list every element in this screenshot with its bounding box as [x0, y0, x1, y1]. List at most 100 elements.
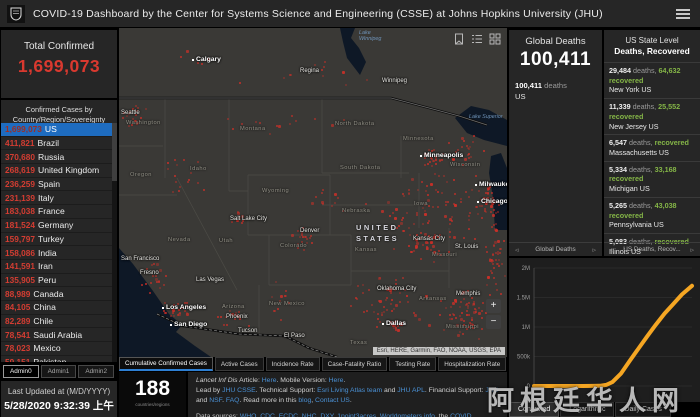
- country-row-mexico[interactable]: 78,023 Mexico: [1, 342, 112, 356]
- pager-label: US Deaths, Recov...: [623, 246, 681, 253]
- link-jhu-csse[interactable]: JHU CSSE: [222, 387, 256, 395]
- case-dot: [232, 127, 234, 130]
- case-dot: [492, 277, 495, 280]
- map-tab-active-cases[interactable]: Active Cases: [214, 357, 264, 371]
- link-jhu-apl[interactable]: JHU APL: [397, 387, 425, 395]
- case-dot: [481, 310, 484, 312]
- tab-admin0[interactable]: Admin0: [3, 364, 39, 378]
- country-row-chile[interactable]: 82,289 Chile: [1, 315, 112, 329]
- global-deaths-item[interactable]: 100,411 deaths US: [515, 81, 602, 102]
- country-row-germany[interactable]: 181,524 Germany: [1, 219, 112, 233]
- menu-icon[interactable]: [676, 9, 690, 19]
- link-ecdc[interactable]: ECDC: [278, 412, 299, 417]
- country-list-scrollbar[interactable]: [112, 123, 117, 363]
- pager-right-icon[interactable]: ▹: [690, 246, 694, 254]
- link-here[interactable]: Here: [261, 377, 277, 384]
- link-faq[interactable]: FAQ: [225, 397, 240, 405]
- link-here[interactable]: Here: [328, 377, 344, 384]
- link-esri-living-atlas-team[interactable]: Esri Living Atlas team: [317, 387, 383, 395]
- country-row-united-kingdom[interactable]: 268,619 United Kingdom: [1, 164, 112, 178]
- case-dot: [486, 193, 489, 196]
- chart-tab-daily-cases[interactable]: Daily Cases: [615, 402, 671, 417]
- link-1point3acres[interactable]: 1point3acres: [337, 412, 377, 417]
- country-row-peru[interactable]: 135,905 Peru: [1, 274, 112, 288]
- link-nhc[interactable]: NHC: [301, 412, 317, 417]
- case-dot: [486, 284, 489, 287]
- country-row-canada[interactable]: 88,989 Canada: [1, 287, 112, 301]
- map-tab-hospitalization-rate[interactable]: Hospitalization Rate: [438, 357, 507, 371]
- info-text: and: [196, 397, 210, 405]
- case-dot: [460, 311, 463, 314]
- case-dot: [465, 303, 468, 306]
- link-dxy[interactable]: DXY: [320, 412, 334, 417]
- chart-tab-logarithmic[interactable]: Logarithmic: [560, 402, 615, 417]
- case-dot: [365, 78, 368, 81]
- legend-icon[interactable]: [471, 33, 483, 45]
- country-row-turkey[interactable]: 159,797 Turkey: [1, 233, 112, 247]
- map-tab-case-fatality-ratio[interactable]: Case-Fatality Ratio: [321, 357, 388, 371]
- pager-right-icon[interactable]: ▹: [592, 246, 596, 254]
- map-tab-cumulative-confirmed-cases[interactable]: Cumulative Confirmed Cases: [119, 357, 213, 371]
- state-item-illinois-us[interactable]: 5,083 deaths, recovered Illinois US: [604, 233, 700, 256]
- chart-tab-confirmed[interactable]: Confirmed: [509, 402, 560, 417]
- us-map[interactable]: Calgary Regina Winnipeg Lake Winnipeg Lake S…: [119, 28, 507, 357]
- zoom-out-button[interactable]: −: [486, 315, 501, 329]
- country-cases-count: 135,905: [5, 274, 35, 285]
- case-dot: [395, 327, 398, 330]
- case-dot: [276, 124, 279, 127]
- country-row-spain[interactable]: 236,259 Spain: [1, 178, 112, 192]
- basemap-icon[interactable]: [489, 33, 501, 45]
- link-contact-us[interactable]: Contact US: [315, 397, 350, 405]
- link-worldometers-info[interactable]: Worldometers.info: [379, 412, 435, 417]
- info-text: and: [382, 387, 398, 395]
- global-deaths-panel: Global Deaths 100,411 100,411 deaths US …: [509, 30, 602, 256]
- state-item-michigan-us[interactable]: 5,334 deaths, 33,168 recovered Michigan US: [604, 160, 700, 197]
- country-row-saudi-arabia[interactable]: 78,541 Saudi Arabia: [1, 328, 112, 342]
- case-dot: [308, 237, 311, 240]
- case-dot: [271, 295, 274, 298]
- map-tab-testing-rate[interactable]: Testing Rate: [389, 357, 437, 371]
- case-dot: [178, 189, 181, 192]
- case-dot: [467, 215, 470, 218]
- case-dot: [186, 312, 189, 315]
- state-item-new-jersey-us[interactable]: 11,339 deaths, 25,552 recovered New Jersey…: [604, 98, 700, 134]
- country-row-pakistan[interactable]: 59,151 Pakistan: [1, 356, 112, 363]
- country-row-france[interactable]: 183,038 France: [1, 205, 112, 219]
- country-row-iran[interactable]: 141,591 Iran: [1, 260, 112, 274]
- map-label-las-vegas: Las Vegas: [196, 277, 225, 283]
- tab-admin1[interactable]: Admin1: [40, 364, 77, 378]
- case-dot: [336, 196, 339, 199]
- country-row-brazil[interactable]: 411,821 Brazil: [1, 137, 112, 151]
- country-row-italy[interactable]: 231,139 Italy: [1, 191, 112, 206]
- case-dot: [172, 309, 176, 313]
- state-item-massachusetts-us[interactable]: 6,547 deaths, recovered Massachusetts US: [604, 134, 700, 160]
- scrollbar-thumb[interactable]: [112, 123, 117, 181]
- zoom-in-button[interactable]: +: [486, 299, 501, 313]
- map-tab-incidence-rate[interactable]: Incidence Rate: [265, 357, 320, 371]
- case-dot: [321, 69, 324, 72]
- link-cdc[interactable]: CDC: [260, 412, 275, 417]
- case-dot: [429, 236, 432, 239]
- case-dot: [406, 295, 409, 298]
- state-item-pennsylvania-us[interactable]: 5,265 deaths, 43,038 recovered Pennsylvani…: [604, 196, 700, 233]
- state-item-new-york-us[interactable]: 29,484 deaths, 64,632 recovered New York U…: [604, 62, 700, 98]
- country-name: India: [38, 247, 57, 258]
- link-covid-tracking[interactable]: COVID Tracking: [450, 412, 472, 417]
- case-dot: [222, 323, 225, 326]
- bookmark-icon[interactable]: [453, 33, 465, 45]
- link-jhu[interactable]: JHU: [485, 387, 499, 395]
- pager-left-icon[interactable]: ◃: [610, 246, 614, 254]
- country-cases-count: 236,259: [5, 179, 35, 190]
- link-nsf[interactable]: NSF: [209, 397, 223, 405]
- case-dot: [491, 271, 494, 274]
- case-dot: [429, 182, 433, 186]
- country-row-russia[interactable]: 370,680 Russia: [1, 150, 112, 165]
- link-blog[interactable]: blog: [298, 397, 312, 405]
- case-dot: [122, 117, 125, 120]
- pager-left-icon[interactable]: ◃: [515, 246, 519, 254]
- tab-admin2[interactable]: Admin2: [78, 364, 115, 378]
- country-row-china[interactable]: 84,105 China: [1, 301, 112, 315]
- country-row-india[interactable]: 158,086 India: [1, 246, 112, 260]
- country-row-us[interactable]: 1,699,073 US: [1, 123, 112, 137]
- link-who[interactable]: WHO: [239, 412, 257, 417]
